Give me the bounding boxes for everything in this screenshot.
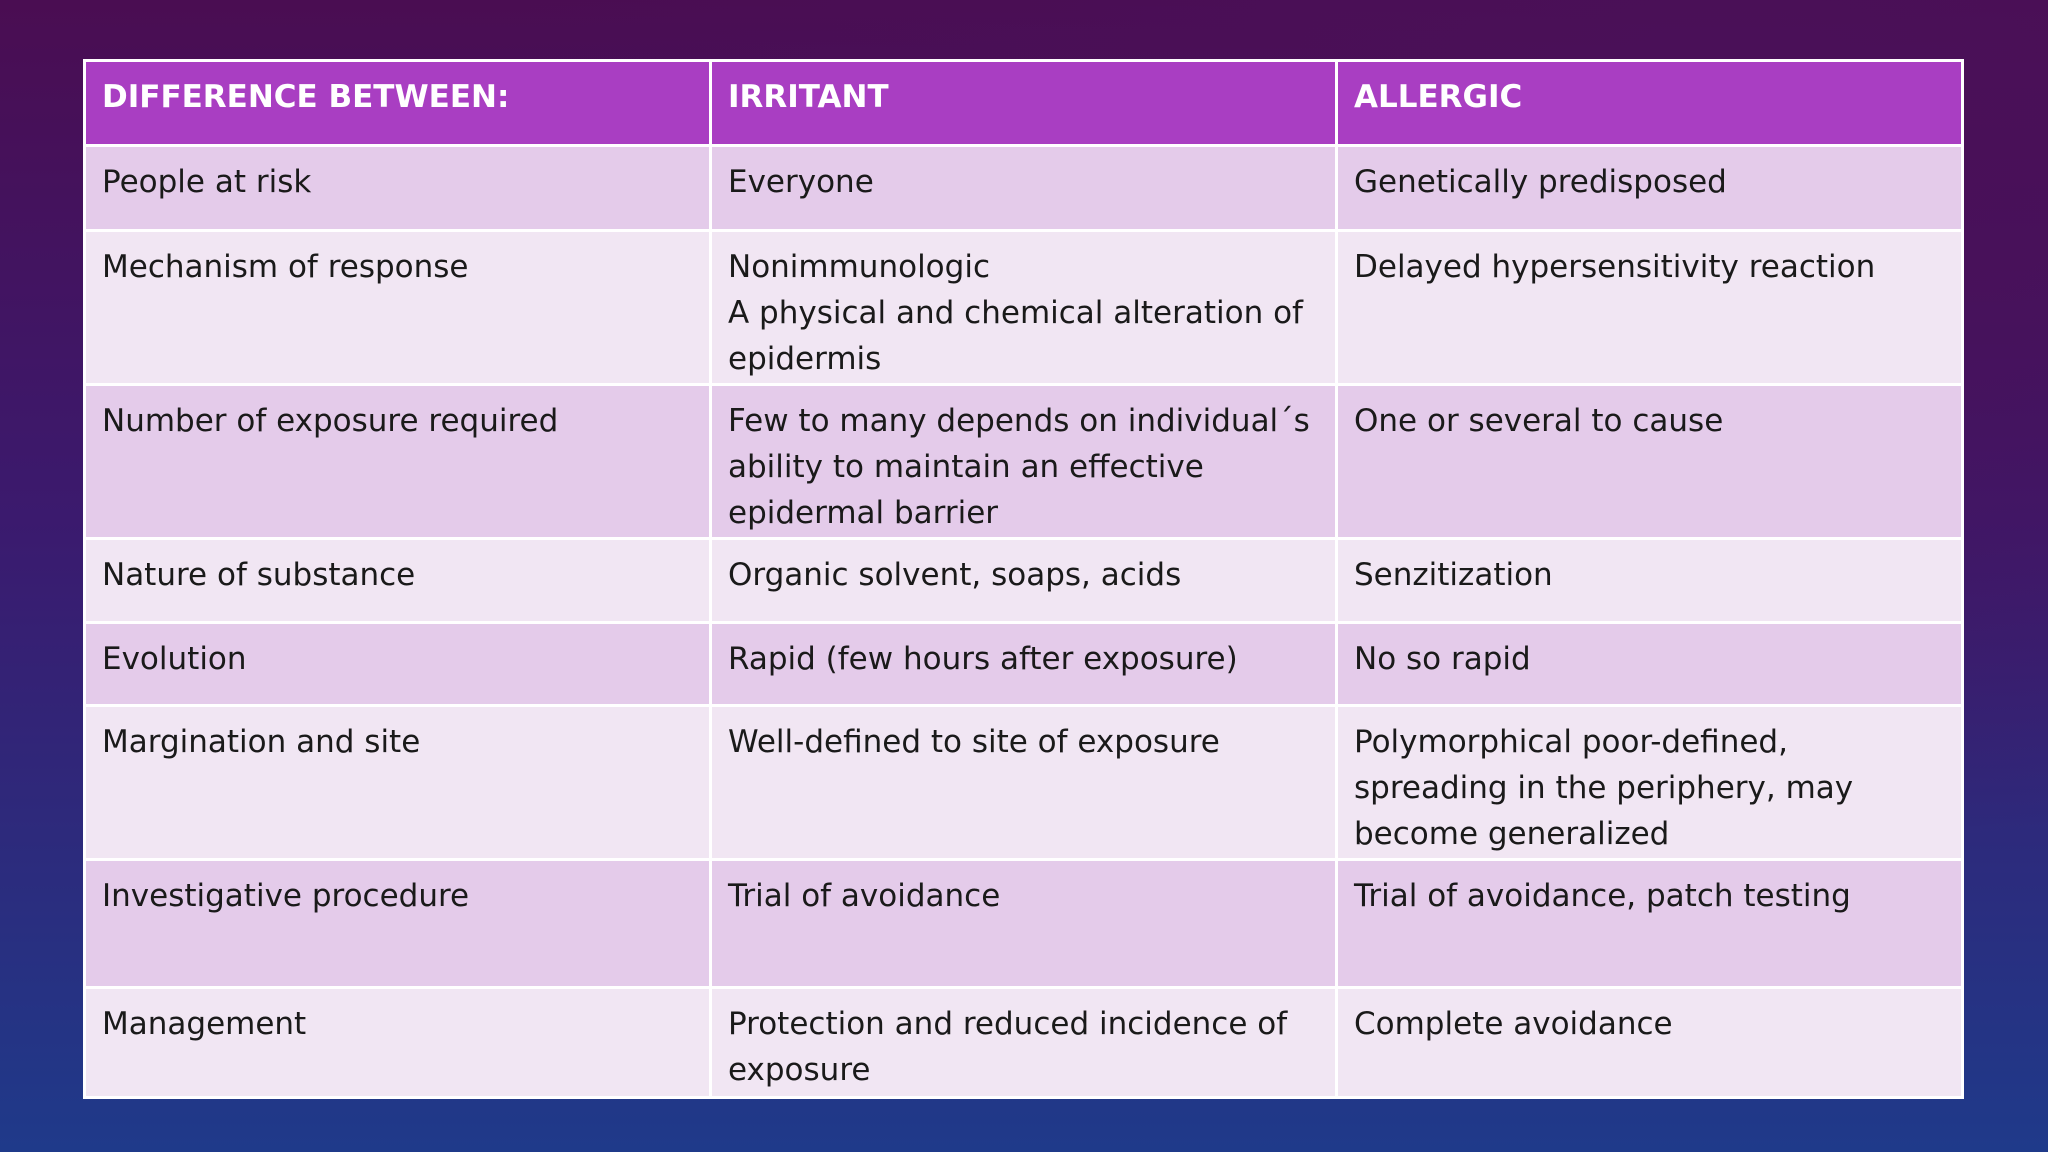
table-cell: Well-defined to site of exposure [709, 704, 1338, 861]
table-cell: Few to many depends on individual´s abil… [709, 383, 1338, 540]
table-row: Investigative procedure Trial of avoidanc… [83, 858, 1964, 989]
table-row: Evolution Rapid (few hours after exposure… [83, 621, 1964, 707]
table-cell: Polymorphical poor-defined, spreading in… [1335, 704, 1964, 861]
table-cell: Evolution [83, 621, 712, 707]
table-row: Nature of substance Organic solvent, soap… [83, 537, 1964, 624]
table-cell: Complete avoidance [1335, 986, 1964, 1099]
header-row: DIFFERENCE BETWEEN: IRRITANT ALLERGIC [83, 59, 1964, 147]
comparison-table: DIFFERENCE BETWEEN: IRRITANT ALLERGIC Peop… [83, 59, 1964, 1099]
table-cell: No so rapid [1335, 621, 1964, 707]
table-cell: Genetically predisposed [1335, 144, 1964, 232]
header-cell: IRRITANT [709, 59, 1338, 147]
table-cell: Delayed hypersensitivity reaction [1335, 229, 1964, 386]
table-cell: Nature of substance [83, 537, 712, 624]
table-row: Management Protection and reduced inciden… [83, 986, 1964, 1099]
table-cell: Nonimmunologic A physical and chemical a… [709, 229, 1338, 386]
table-cell: People at risk [83, 144, 712, 232]
table-row: Number of exposure required Few to many d… [83, 383, 1964, 540]
table-cell: Senzitization [1335, 537, 1964, 624]
table-row: Mechanism of response Nonimmunologic A ph… [83, 229, 1964, 386]
table-cell: Rapid (few hours after exposure) [709, 621, 1338, 707]
table-cell: Investigative procedure [83, 858, 712, 989]
table-cell: One or several to cause [1335, 383, 1964, 540]
header-cell: DIFFERENCE BETWEEN: [83, 59, 712, 147]
table-cell: Management [83, 986, 712, 1099]
table-cell: Organic solvent, soaps, acids [709, 537, 1338, 624]
table-cell: Trial of avoidance, patch testing [1335, 858, 1964, 989]
table-cell: Protection and reduced incidence of expo… [709, 986, 1338, 1099]
table-cell: Number of exposure required [83, 383, 712, 540]
table-cell: Everyone [709, 144, 1338, 232]
table-cell: Trial of avoidance [709, 858, 1338, 989]
table-cell: Mechanism of response [83, 229, 712, 386]
table-row: People at risk Everyone Genetically predis… [83, 144, 1964, 232]
table-row: Margination and site Well-defined to site… [83, 704, 1964, 861]
table-cell: Margination and site [83, 704, 712, 861]
header-cell: ALLERGIC [1335, 59, 1964, 147]
